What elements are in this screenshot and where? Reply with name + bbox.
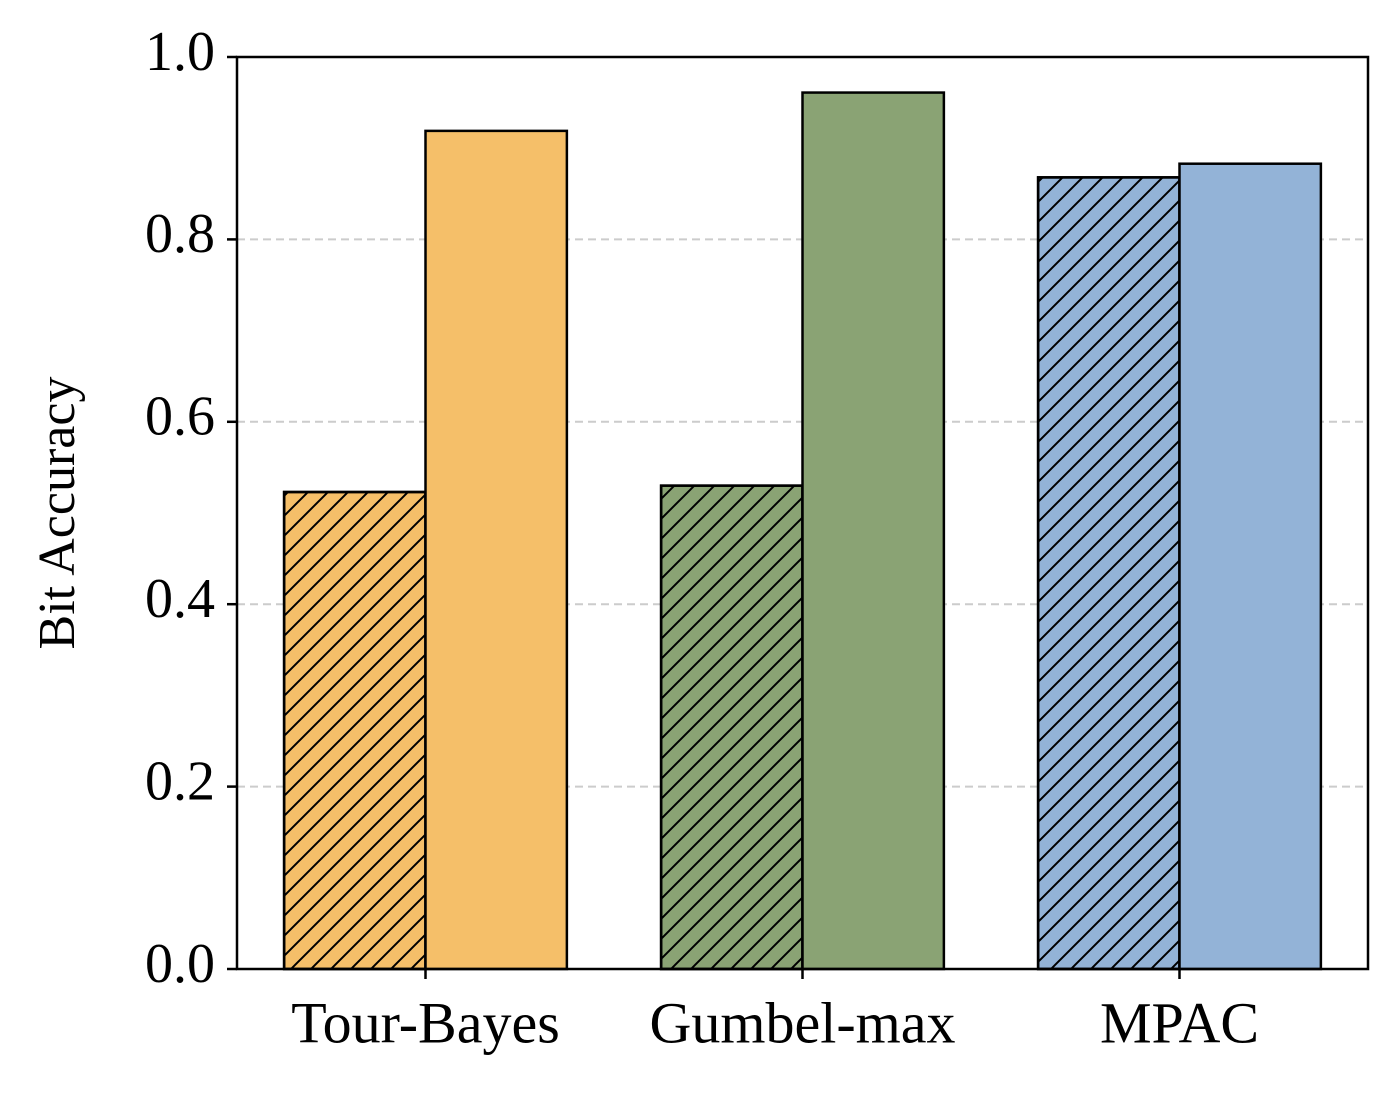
y-tick-label: 0.2: [145, 750, 215, 812]
bar-hatch: [1036, 176, 1181, 971]
y-tick-label: 1.0: [145, 21, 215, 83]
bars: [282, 91, 1323, 971]
x-tick-label: Tour-Bayes: [291, 990, 560, 1055]
y-axis-label: Bit Accuracy: [29, 377, 86, 650]
bar-hatch: [659, 484, 804, 971]
y-tick-label: 0.0: [145, 933, 215, 995]
bar-hatch: [282, 490, 427, 971]
bar: [1178, 162, 1323, 971]
y-tick-label: 0.6: [145, 386, 215, 448]
bar: [801, 91, 946, 971]
x-tick-label: MPAC: [1100, 990, 1259, 1055]
y-tick-label: 0.8: [145, 203, 215, 265]
y-tick-label: 0.4: [145, 568, 215, 630]
bar: [424, 129, 569, 971]
x-tick-label: Gumbel-max: [649, 990, 955, 1055]
